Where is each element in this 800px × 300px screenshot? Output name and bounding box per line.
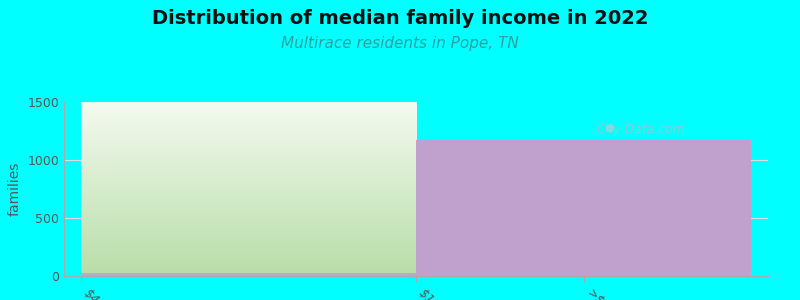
Text: City-Data.com: City-Data.com [597, 123, 686, 136]
Bar [81, 272, 416, 276]
Text: ●: ● [605, 123, 614, 133]
Y-axis label: families: families [8, 162, 22, 216]
Text: Multirace residents in Pope, TN: Multirace residents in Pope, TN [281, 36, 519, 51]
Text: Distribution of median family income in 2022: Distribution of median family income in … [152, 9, 648, 28]
Bar [416, 140, 751, 276]
